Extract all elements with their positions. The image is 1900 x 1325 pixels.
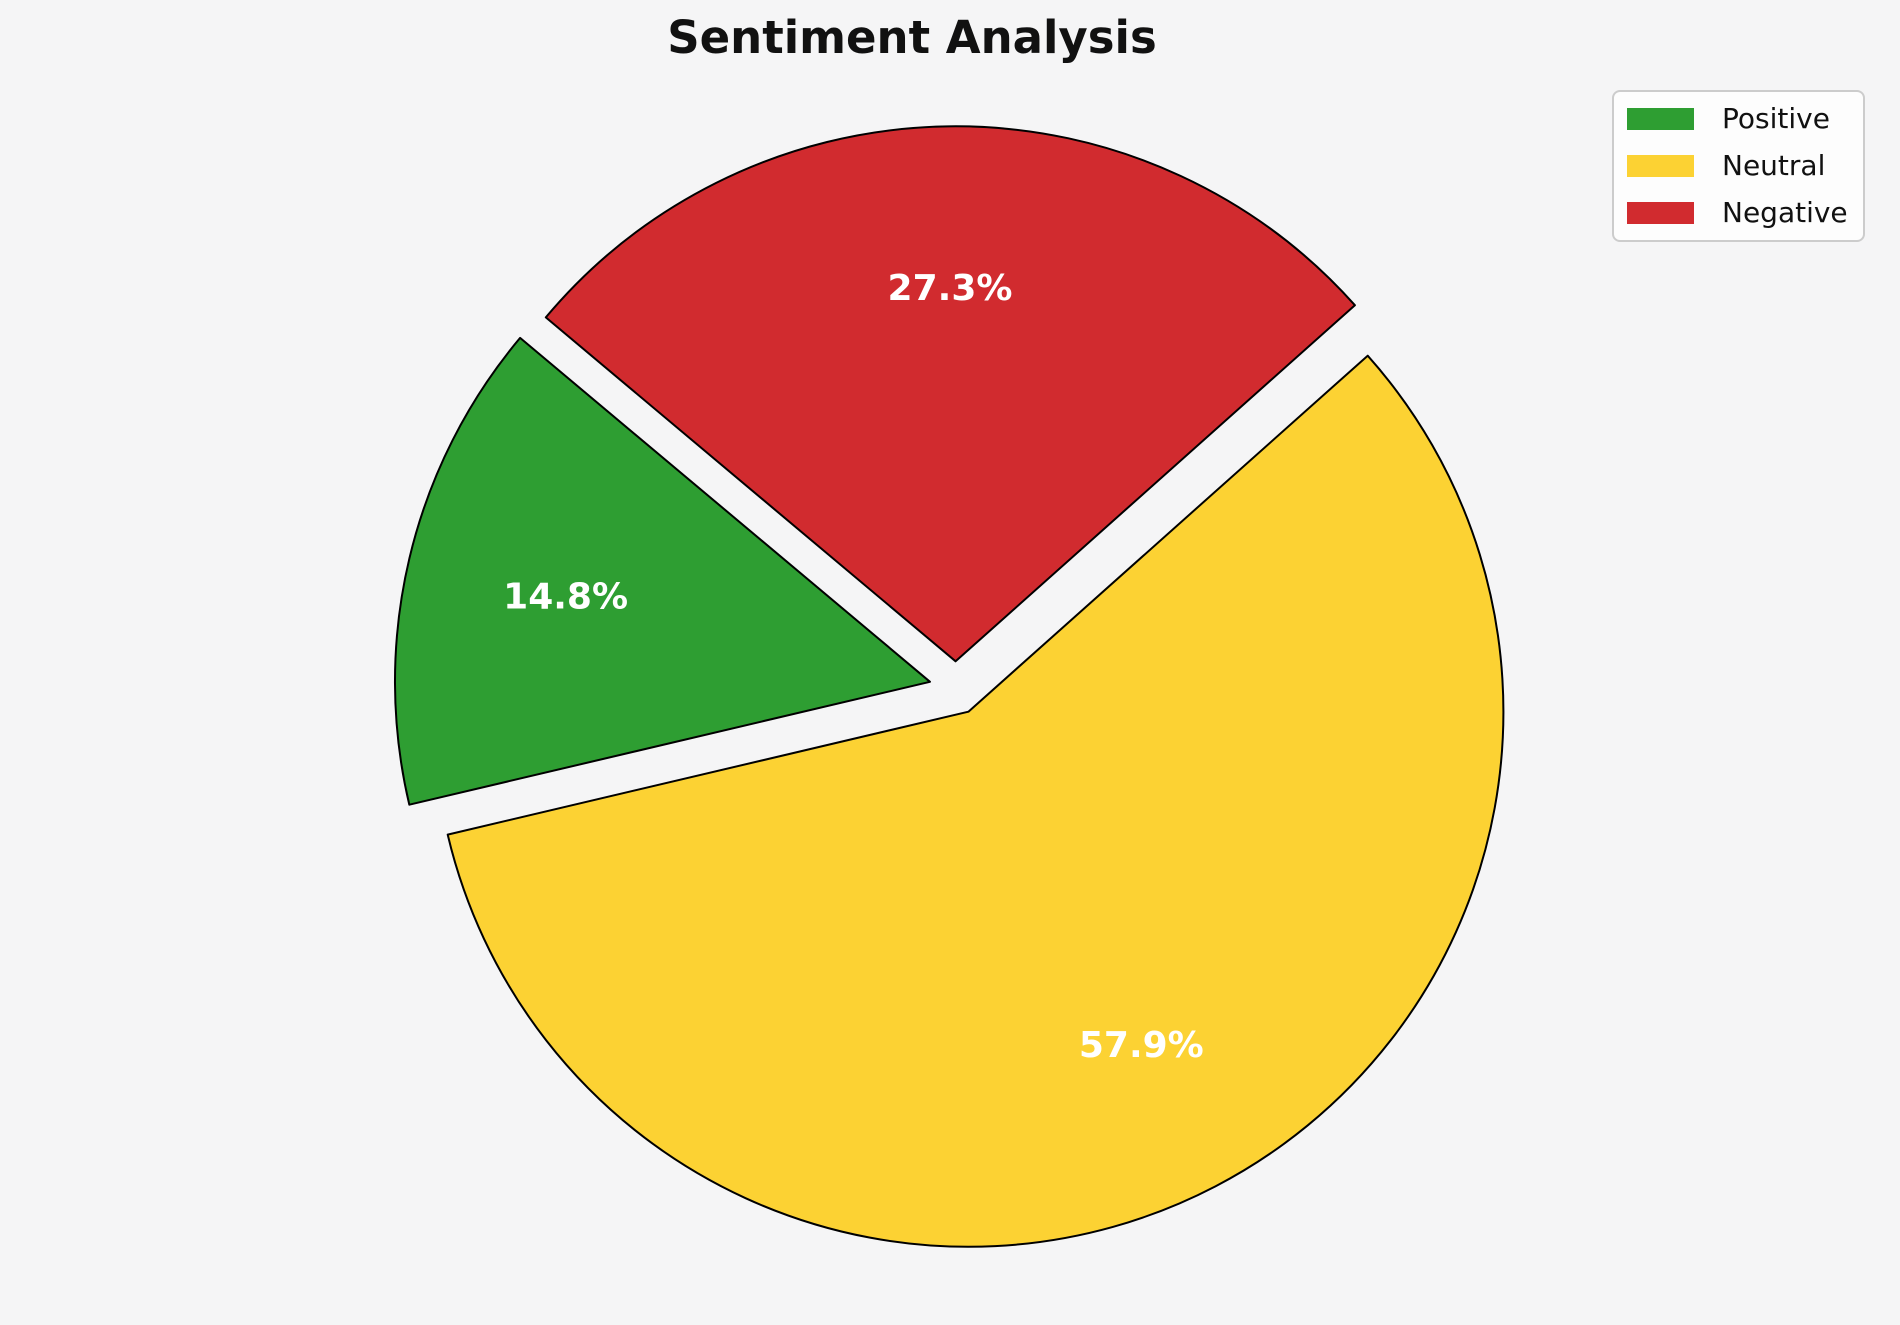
pct-label-positive: 14.8% — [503, 576, 628, 617]
pct-label-neutral: 57.9% — [1079, 1025, 1204, 1066]
pie-slice-positive — [394, 336, 931, 806]
legend-swatch-neutral — [1627, 155, 1694, 177]
legend: Positive Neutral Negative — [1612, 90, 1865, 242]
legend-label-negative: Negative — [1722, 196, 1848, 229]
legend-swatch-positive — [1627, 108, 1694, 130]
pie-slice-negative — [544, 125, 1356, 663]
legend-swatch-negative — [1627, 202, 1694, 224]
legend-label-neutral: Neutral — [1722, 149, 1826, 182]
chart-title: Sentiment Analysis — [667, 11, 1157, 64]
legend-item-neutral: Neutral — [1627, 150, 1850, 182]
legend-label-positive: Positive — [1722, 102, 1830, 135]
pct-label-negative: 27.3% — [888, 268, 1013, 309]
legend-item-negative: Negative — [1627, 197, 1850, 229]
pie-slice-neutral — [446, 354, 1505, 1248]
legend-item-positive: Positive — [1627, 103, 1850, 135]
